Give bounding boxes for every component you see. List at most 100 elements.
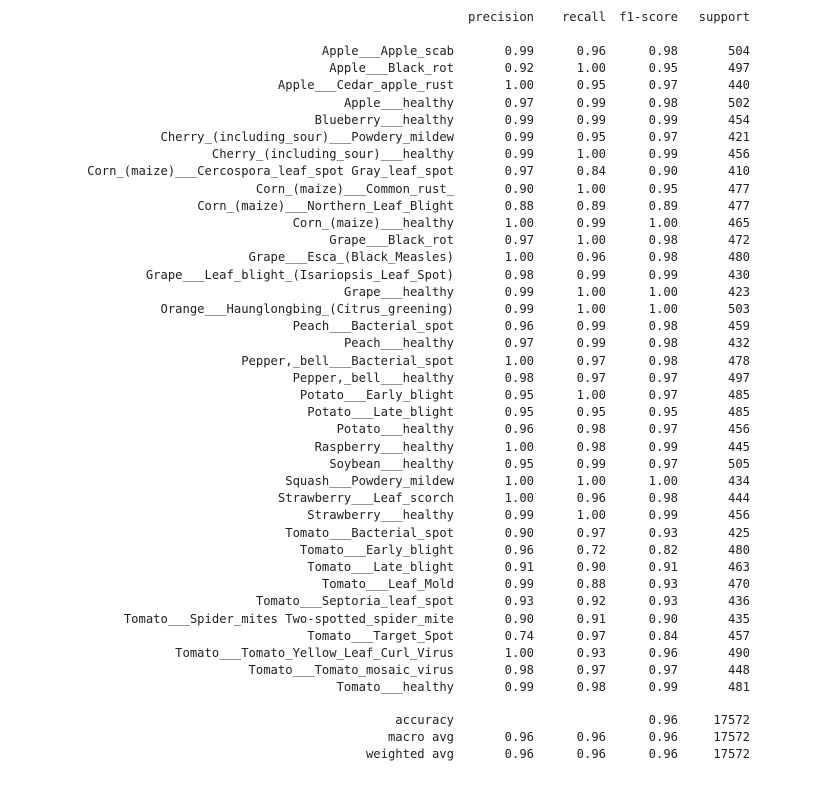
- table-row-precision: 1.00: [504, 440, 534, 454]
- table-row-f1-score: 0.91: [648, 560, 678, 574]
- table-row-precision: 0.96: [504, 422, 534, 436]
- table-row-f1-score: 0.98: [648, 354, 678, 368]
- table-row-precision: 0.95: [504, 457, 534, 471]
- table-row-f1-score: 0.93: [648, 577, 678, 591]
- summary-row-support: 17572: [713, 747, 750, 761]
- table-row: Corn_(maize)___Cercospora_leaf_spot Gray…: [0, 163, 822, 180]
- table-row-label: Raspberry___healthy: [314, 440, 454, 454]
- table-row-support: 463: [727, 560, 750, 574]
- table-row-label: Apple___Apple_scab: [321, 44, 454, 58]
- table-row-support: 505: [727, 457, 750, 471]
- table-row-support: 423: [727, 285, 750, 299]
- header-recall: recall: [561, 10, 606, 24]
- table-row-precision: 0.88: [504, 199, 534, 213]
- table-row: Tomato___healthy 0.99 0.98 0.99 481: [0, 679, 822, 696]
- table-row: Tomato___Spider_mites Two-spotted_spider…: [0, 611, 822, 628]
- table-row-f1-score: 1.00: [648, 216, 678, 230]
- table-row-f1-score: 0.98: [648, 44, 678, 58]
- table-row-recall: 0.96: [576, 44, 606, 58]
- table-row-support: 410: [727, 164, 750, 178]
- table-row-f1-score: 0.97: [648, 422, 678, 436]
- table-row-label: Cherry_(including_sour)___Powdery_mildew: [160, 130, 455, 144]
- table-row-support: 490: [727, 646, 750, 660]
- table-row-precision: 0.90: [504, 182, 534, 196]
- table-row-support: 425: [727, 526, 750, 540]
- table-row-label: Tomato___healthy: [336, 680, 454, 694]
- table-row-precision: 0.95: [504, 388, 534, 402]
- table-row-support: 432: [727, 336, 750, 350]
- table-row: Peach___healthy 0.97 0.99 0.98 432: [0, 335, 822, 352]
- table-row: Strawberry___Leaf_scorch 1.00 0.96 0.98 444: [0, 490, 822, 507]
- table-row-recall: 0.99: [576, 216, 606, 230]
- table-row-label: Tomato___Target_Spot: [307, 629, 454, 643]
- table-row: Pepper,_bell___healthy 0.98 0.97 0.97 497: [0, 370, 822, 387]
- table-row-support: 503: [727, 302, 750, 316]
- table-row: Grape___Esca_(Black_Measles) 1.00 0.96 0.98…: [0, 249, 822, 266]
- table-row-label: Tomato___Spider_mites Two-spotted_spider…: [123, 612, 454, 626]
- table-row-recall: 1.00: [576, 285, 606, 299]
- table-row: Apple___healthy 0.97 0.99 0.98 502: [0, 95, 822, 112]
- table-row-precision: 0.96: [504, 319, 534, 333]
- table-row-label: Corn_(maize)___Common_rust_: [255, 182, 454, 196]
- table-row-precision: 0.99: [504, 302, 534, 316]
- table-row-recall: 0.88: [576, 577, 606, 591]
- table-row-support: 444: [727, 491, 750, 505]
- table-row-label: Grape___healthy: [343, 285, 454, 299]
- table-row-label: Tomato___Tomato_mosaic_virus: [248, 663, 454, 677]
- table-row: Tomato___Leaf_Mold 0.99 0.88 0.93 470: [0, 576, 822, 593]
- summary-row: accuracy 0.96 17572: [0, 712, 822, 729]
- table-row-label: Pepper,_bell___Bacterial_spot: [241, 354, 454, 368]
- table-row: Tomato___Target_Spot 0.74 0.97 0.84 457: [0, 628, 822, 645]
- table-row-label: Peach___Bacterial_spot: [292, 319, 454, 333]
- summary-row-precision: 0.96: [504, 747, 534, 761]
- table-row-precision: 0.74: [504, 629, 534, 643]
- summary-row-f1-score: 0.96: [648, 747, 678, 761]
- table-row-precision: 0.99: [504, 577, 534, 591]
- table-row: Potato___Late_blight 0.95 0.95 0.95 485: [0, 404, 822, 421]
- table-row-precision: 0.99: [504, 113, 534, 127]
- table-row-label: Tomato___Tomato_Yellow_Leaf_Curl_Virus: [175, 646, 454, 660]
- table-row: Tomato___Early_blight 0.96 0.72 0.82 480: [0, 542, 822, 559]
- table-row-f1-score: 0.99: [648, 440, 678, 454]
- table-row-f1-score: 0.98: [648, 491, 678, 505]
- table-row-label: Potato___Early_blight: [299, 388, 454, 402]
- table-row: Pepper,_bell___Bacterial_spot 1.00 0.97 0.9…: [0, 353, 822, 370]
- table-row: Tomato___Bacterial_spot 0.90 0.97 0.93 425: [0, 525, 822, 542]
- table-row-recall: 0.97: [576, 663, 606, 677]
- table-row: Grape___healthy 0.99 1.00 1.00 423: [0, 284, 822, 301]
- table-row-precision: 0.99: [504, 130, 534, 144]
- summary-row-label: macro avg: [387, 730, 454, 744]
- table-row-f1-score: 0.98: [648, 319, 678, 333]
- table-row-label: Peach___healthy: [343, 336, 454, 350]
- table-row-recall: 0.89: [576, 199, 606, 213]
- table-row: Grape___Leaf_blight_(Isariopsis_Leaf_Spo…: [0, 267, 822, 284]
- table-row-recall: 1.00: [576, 388, 606, 402]
- summary-row-f1-score: 0.96: [648, 730, 678, 744]
- table-row-recall: 0.97: [576, 354, 606, 368]
- table-row-recall: 0.96: [576, 250, 606, 264]
- summary-row-f1-score: 0.96: [648, 713, 678, 727]
- table-row-f1-score: 0.97: [648, 78, 678, 92]
- table-row-support: 504: [727, 44, 750, 58]
- table-row-label: Potato___healthy: [336, 422, 454, 436]
- table-row-precision: 0.99: [504, 147, 534, 161]
- table-row-f1-score: 0.84: [648, 629, 678, 643]
- table-row-precision: 1.00: [504, 474, 534, 488]
- table-row-f1-score: 1.00: [648, 474, 678, 488]
- table-row-precision: 0.98: [504, 371, 534, 385]
- table-row-support: 456: [727, 147, 750, 161]
- table-row-f1-score: 1.00: [648, 302, 678, 316]
- table-row-recall: 0.95: [576, 78, 606, 92]
- table-row-support: 470: [727, 577, 750, 591]
- table-row-f1-score: 0.99: [648, 113, 678, 127]
- table-row-f1-score: 0.97: [648, 457, 678, 471]
- table-row-recall: 0.91: [576, 612, 606, 626]
- table-row-precision: 0.99: [504, 508, 534, 522]
- summary-row: macro avg 0.96 0.96 0.96 17572: [0, 729, 822, 746]
- table-row-label: Potato___Late_blight: [307, 405, 454, 419]
- header-precision: precision: [467, 10, 534, 24]
- table-row-label: Tomato___Leaf_Mold: [321, 577, 454, 591]
- summary-row-precision: 0.96: [504, 730, 534, 744]
- table-row-label: Apple___healthy: [343, 96, 454, 110]
